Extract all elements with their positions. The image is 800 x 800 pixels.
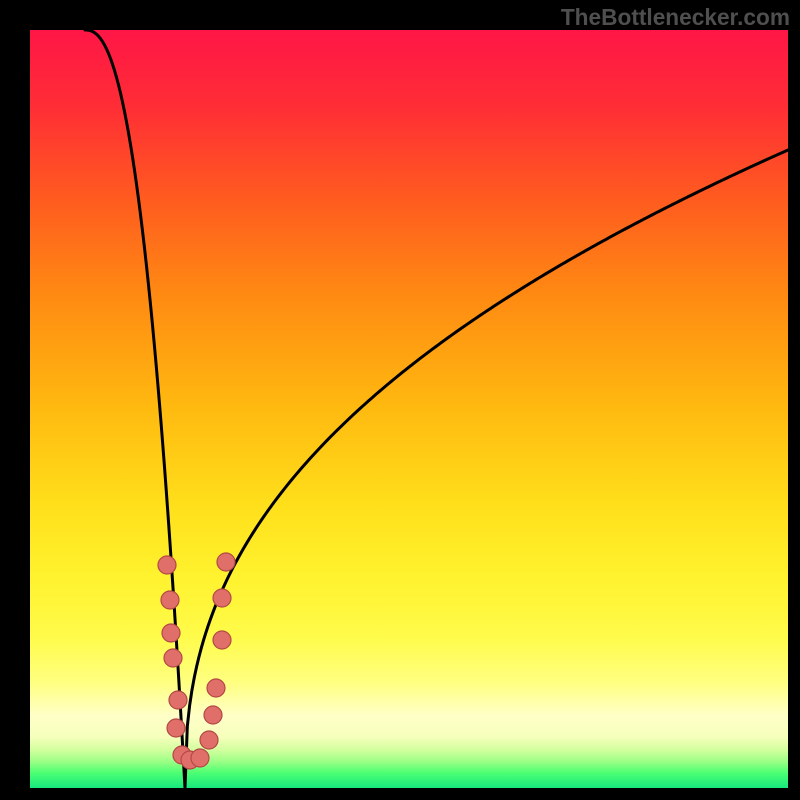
curve-marker <box>169 691 187 709</box>
bottleneck-chart-svg <box>0 0 800 800</box>
chart-stage: TheBottlenecker.com <box>0 0 800 800</box>
curve-marker <box>158 556 176 574</box>
curve-marker <box>207 679 225 697</box>
curve-marker <box>213 631 231 649</box>
curve-marker <box>164 649 182 667</box>
watermark-label: TheBottlenecker.com <box>561 4 790 31</box>
curve-marker <box>167 719 185 737</box>
curve-marker <box>161 591 179 609</box>
plot-area <box>30 30 788 788</box>
curve-marker <box>217 553 235 571</box>
curve-marker <box>162 624 180 642</box>
curve-marker <box>213 589 231 607</box>
curve-marker <box>204 706 222 724</box>
curve-marker <box>200 731 218 749</box>
curve-marker <box>191 749 209 767</box>
